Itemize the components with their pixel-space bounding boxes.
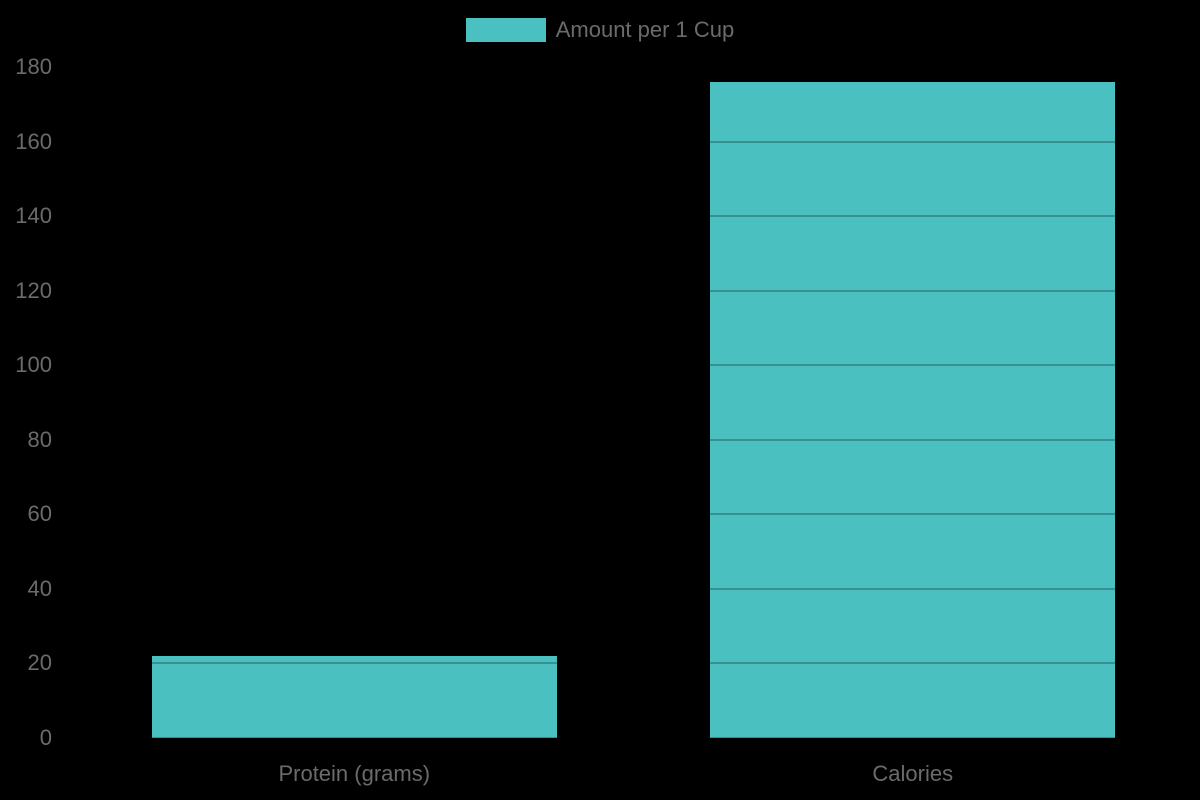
gridline-100 bbox=[75, 364, 1192, 367]
legend: Amount per 1 Cup bbox=[0, 17, 1200, 43]
y-tick-label-0: 0 bbox=[39, 725, 52, 750]
gridline-20 bbox=[75, 662, 1192, 665]
x-tick-label-calories: Calories bbox=[872, 761, 954, 786]
bar-calories bbox=[710, 81, 1116, 738]
gridline-0 bbox=[75, 737, 1192, 739]
gridline-140 bbox=[75, 215, 1192, 218]
x-tick-label-protein-grams: Protein (grams) bbox=[278, 761, 431, 786]
y-tick-label-40: 40 bbox=[27, 575, 52, 601]
legend-item-amount-per-1-cup[interactable]: Amount per 1 Cup bbox=[465, 17, 735, 43]
gridline-60 bbox=[75, 513, 1192, 516]
legend-label: Amount per 1 Cup bbox=[555, 17, 735, 42]
y-tick-label-120: 120 bbox=[15, 277, 52, 303]
gridline-180 bbox=[75, 66, 1192, 68]
y-tick-label-80: 80 bbox=[27, 426, 52, 452]
y-tick-label-160: 160 bbox=[15, 128, 52, 154]
y-tick-label-20: 20 bbox=[27, 650, 52, 676]
y-tick-label-100: 100 bbox=[15, 352, 52, 378]
gridline-160 bbox=[75, 140, 1192, 143]
gridline-40 bbox=[75, 587, 1192, 590]
gridline-80 bbox=[75, 438, 1192, 441]
y-tick-label-180: 180 bbox=[15, 54, 52, 79]
plot-area bbox=[75, 66, 1192, 739]
gridline-120 bbox=[75, 289, 1192, 292]
bar-protein-grams bbox=[151, 656, 557, 738]
y-tick-label-140: 140 bbox=[15, 203, 52, 229]
legend-swatch bbox=[465, 18, 546, 42]
y-tick-label-60: 60 bbox=[27, 501, 52, 527]
